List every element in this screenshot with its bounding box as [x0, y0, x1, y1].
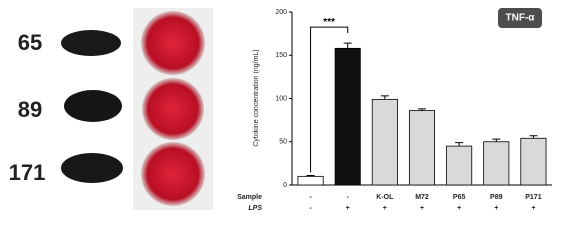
error-bar: [455, 142, 464, 147]
x-tick-label: P89: [490, 194, 503, 201]
sample-label: 89: [18, 97, 42, 122]
error-bar: [380, 95, 389, 100]
y-axis-label: Cytokine concentration (ng/mL): [253, 49, 260, 146]
x-tick-label: M72: [415, 194, 429, 201]
dish: [141, 11, 205, 75]
lps-label: -: [309, 205, 312, 212]
x-tick-label: -: [309, 194, 312, 201]
bar: [446, 145, 473, 186]
significance-bracket: [310, 26, 349, 173]
error-bar: [343, 42, 352, 49]
photo-panel: 65 89 171: [9, 8, 213, 210]
sample-label: 171: [9, 160, 46, 185]
significance: ***: [323, 17, 335, 28]
lps-label: +: [531, 205, 535, 212]
lps-label: +: [383, 205, 387, 212]
row-label: LPS: [248, 205, 262, 212]
y-tick-label: 150: [275, 52, 287, 59]
dish: [141, 142, 205, 206]
bar: [483, 141, 510, 186]
lps-label: +: [457, 205, 461, 212]
x-tick-label: K-OL: [376, 194, 394, 201]
x-tick-label: P65: [453, 194, 466, 201]
figure: 65 89 171 Cytokine concentration (ng/mL)…: [9, 8, 552, 212]
bar: [520, 137, 547, 186]
lps-label: +: [420, 205, 424, 212]
row-label: Sample: [237, 194, 262, 201]
error-bar: [529, 135, 538, 139]
sample-photo: [64, 90, 122, 122]
tag: TNF-α: [506, 13, 536, 24]
sample-label: 65: [18, 30, 42, 55]
y-tick-label: 200: [275, 9, 287, 16]
x-tick-label: -: [347, 194, 350, 201]
sample-photo: [61, 30, 121, 56]
y-tick-label: 0: [283, 182, 287, 189]
lps-label: +: [494, 205, 498, 212]
sample-photo: [61, 153, 123, 183]
lps-label: +: [346, 205, 350, 212]
bar: [371, 98, 398, 186]
dish: [142, 78, 204, 140]
bar: [408, 110, 436, 186]
error-bar: [492, 138, 501, 142]
bar: [334, 47, 361, 186]
tag-box: [498, 8, 542, 28]
y-tick-label: 100: [275, 95, 287, 102]
error-bar: [306, 174, 315, 177]
bar: [297, 175, 324, 186]
error-bar: [418, 108, 426, 111]
y-tick-label: 50: [279, 139, 287, 146]
x-tick-label: P171: [525, 194, 541, 201]
chart: 65 89 171 Cytokine concentration (ng/mL)…: [9, 8, 552, 212]
